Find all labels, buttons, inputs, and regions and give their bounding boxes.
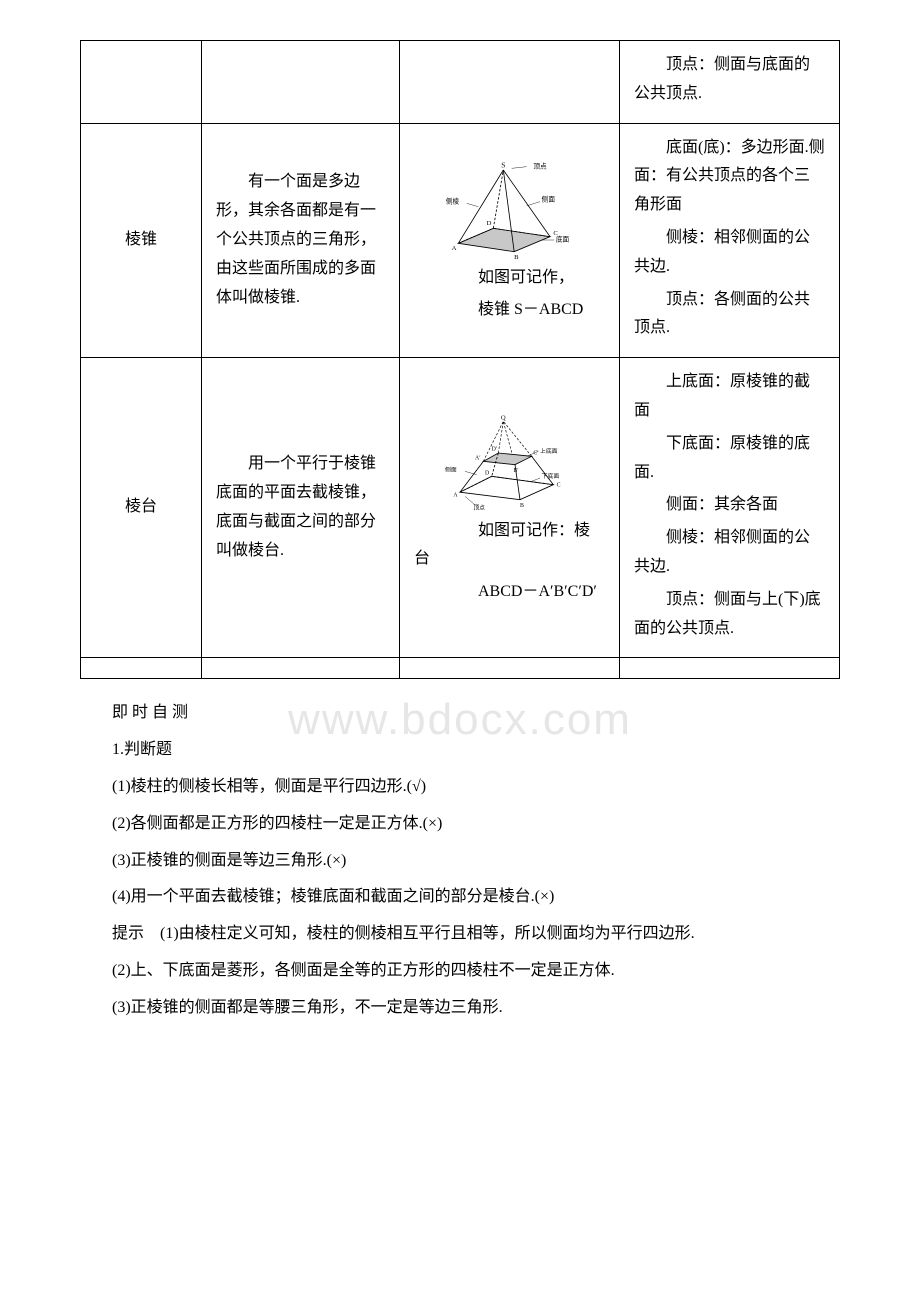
pyramid-caption-2: 棱锥 S－ABCD [414,296,605,325]
table-row: 棱台 用一个平行于棱锥底面的平面去截棱锥，底面与截面之间的部分叫做棱台. Q 上… [81,358,840,658]
prop-text: 下底面：原棱锥的底面. [634,430,825,488]
cell-fig-pyramid: S 顶点 侧棱 侧面 底面 A B C D 如图可记作， 棱锥 S－ABCD [400,123,620,358]
cell-name-frustum: 棱台 [81,358,202,658]
prop-text: 顶点：各侧面的公共顶点. [634,286,825,344]
pyramid-caption-1: 如图可记作， [414,264,605,293]
prop-text: 底面(底)：多边形面.侧面：有公共顶点的各个三角形面 [634,134,825,220]
frustum-caption-1: 如图可记作：棱台 [414,517,605,575]
svg-text:底面: 底面 [555,234,569,243]
cell-prop-0: 顶点：侧面与底面的公共顶点. [620,41,840,124]
svg-text:Q: Q [500,414,505,421]
pyramid-diagram: S 顶点 侧棱 侧面 底面 A B C D [440,160,580,260]
svg-text:顶点: 顶点 [533,162,547,170]
question-3: (3)正棱锥的侧面是等边三角形.(×) [80,847,840,876]
svg-text:侧面: 侧面 [541,194,555,203]
question-4: (4)用一个平面去截棱锥；棱锥底面和截面之间的部分是棱台.(×) [80,883,840,912]
hint-3: (3)正棱锥的侧面都是等腰三角形，不一定是等边三角形. [80,994,840,1023]
prop-text: 顶点：侧面与上(下)底面的公共顶点. [634,586,825,644]
cell-empty [400,658,620,679]
cell-empty [81,658,202,679]
frustum-diagram: Q 上底面 侧面 下底面 顶点 A B C D A′ B′ C′ D′ [440,413,580,513]
svg-text:D: D [485,470,489,476]
section-heading: 即 时 自 测 [80,699,840,728]
svg-text:A′: A′ [475,455,480,461]
cell-prop-pyramid: 底面(底)：多边形面.侧面：有公共顶点的各个三角形面 侧棱：相邻侧面的公共边. … [620,123,840,358]
table-row [81,658,840,679]
svg-text:B: B [520,503,524,509]
table-row: 顶点：侧面与底面的公共顶点. [81,41,840,124]
svg-text:B′: B′ [513,468,518,474]
prop-text: 顶点：侧面与底面的公共顶点. [634,51,825,109]
hint-1: 提示 (1)由棱柱定义可知，棱柱的侧棱相互平行且相等，所以侧面均为平行四边形. [80,920,840,949]
cell-empty [620,658,840,679]
hint-2: (2)上、下底面是菱形，各侧面是全等的正方形的四棱柱不一定是正方体. [80,957,840,986]
svg-text:S: S [501,160,505,169]
svg-text:侧面: 侧面 [445,465,457,473]
prop-text: 侧棱：相邻侧面的公共边. [634,224,825,282]
cell-prop-frustum: 上底面：原棱锥的截面 下底面：原棱锥的底面. 侧面：其余各面 侧棱：相邻侧面的公… [620,358,840,658]
cell-def-frustum: 用一个平行于棱锥底面的平面去截棱锥，底面与截面之间的部分叫做棱台. [202,358,400,658]
table-row: 棱锥 有一个面是多边形，其余各面都是有一个公共顶点的三角形，由这些面所围成的多面… [81,123,840,358]
cell-fig-0 [400,41,620,124]
hint-1-text: (1)由棱柱定义可知，棱柱的侧棱相互平行且相等，所以侧面均为平行四边形. [144,925,695,942]
svg-text:B: B [514,254,519,260]
svg-text:下底面: 下底面 [541,472,559,480]
cell-name-pyramid: 棱锥 [81,123,202,358]
prop-text: 侧棱：相邻侧面的公共边. [634,524,825,582]
cell-name-0 [81,41,202,124]
cell-fig-frustum: Q 上底面 侧面 下底面 顶点 A B C D A′ B′ C′ D′ 如图可记… [400,358,620,658]
svg-text:D: D [486,220,491,227]
definitions-table: 顶点：侧面与底面的公共顶点. 棱锥 有一个面是多边形，其余各面都是有一个公共顶点… [80,40,840,679]
prop-text: 侧面：其余各面 [634,491,825,520]
svg-text:C: C [556,482,560,488]
prop-text: 上底面：原棱锥的截面 [634,368,825,426]
svg-text:A: A [451,245,456,252]
cell-def-pyramid: 有一个面是多边形，其余各面都是有一个公共顶点的三角形，由这些面所围成的多面体叫做… [202,123,400,358]
svg-text:侧棱: 侧棱 [445,196,459,205]
hint-label: 提示 [112,925,144,942]
cell-def-0 [202,41,400,124]
question-heading: 1.判断题 [80,736,840,765]
cell-empty [202,658,400,679]
svg-text:C′: C′ [533,450,538,456]
frustum-caption-2: ABCD－A′B′C′D′ [414,578,605,607]
svg-text:D′: D′ [491,446,496,452]
svg-text:上底面: 上底面 [540,447,558,455]
question-2: (2)各侧面都是正方形的四棱柱一定是正方体.(×) [80,810,840,839]
svg-text:C: C [553,230,558,237]
svg-text:A: A [453,492,458,498]
question-1: (1)棱柱的侧棱长相等，侧面是平行四边形.(√) [80,773,840,802]
